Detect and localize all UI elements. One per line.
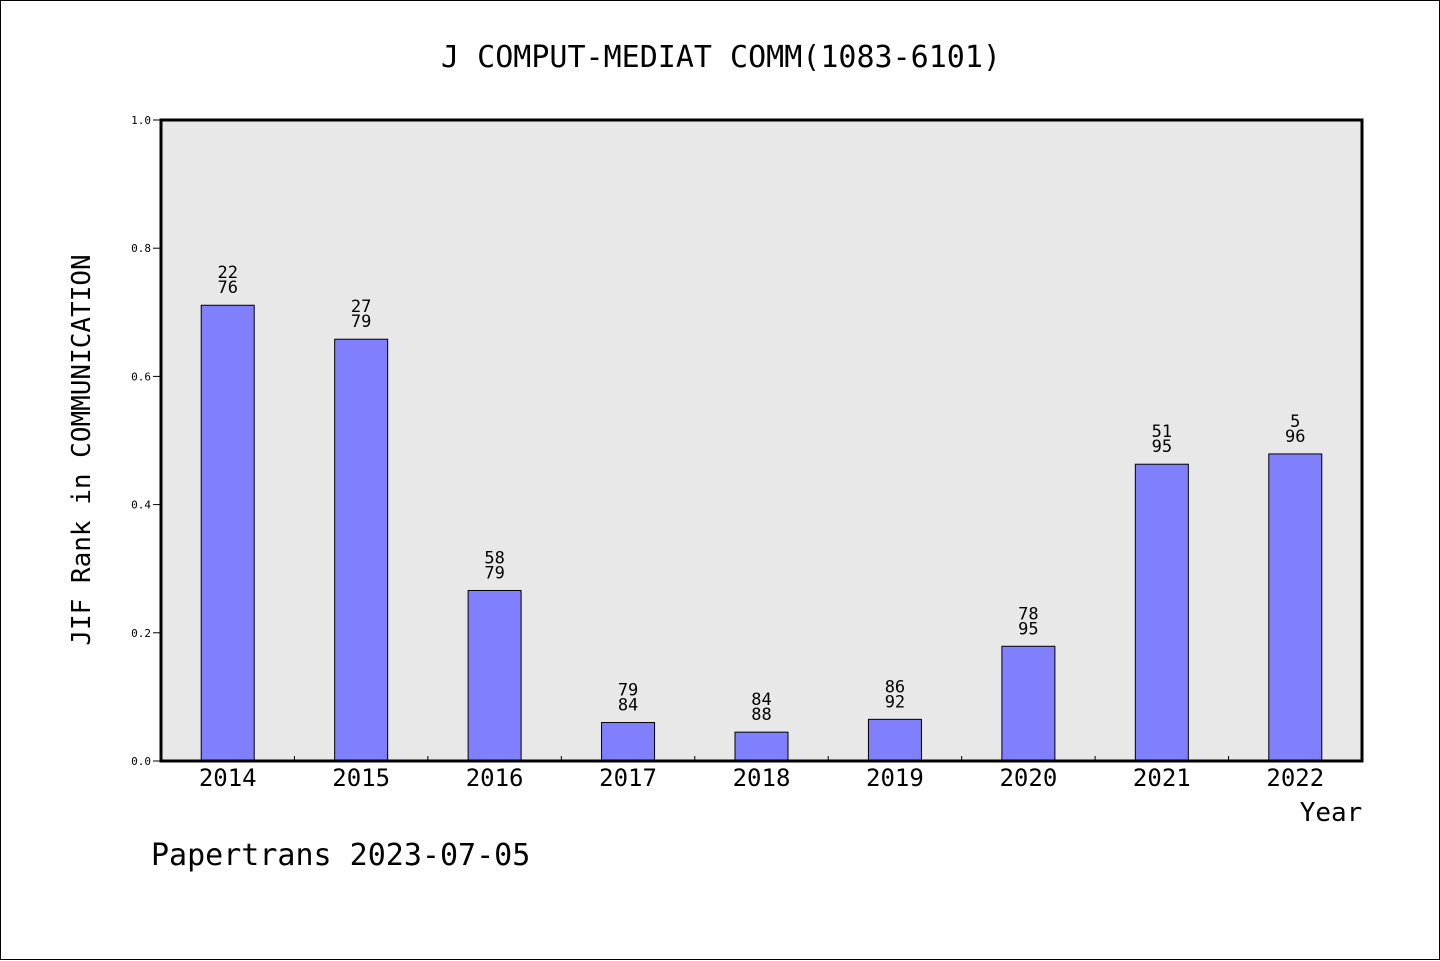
bar-label-2021-total: 95 xyxy=(1152,437,1172,457)
x-tick-label-2019: 2019 xyxy=(866,764,924,792)
bar-label-2020-rank: 78 xyxy=(1018,604,1038,624)
bar-label-2019-total: 92 xyxy=(885,692,905,712)
y-axis-label: JIF Rank in COMMUNICATION xyxy=(67,254,97,645)
bar-2021 xyxy=(1134,463,1189,762)
x-tick-label-2016: 2016 xyxy=(466,764,524,792)
chart-title: J COMPUT-MEDIAT COMM(1083-6101) xyxy=(441,40,1001,75)
bar-2022 xyxy=(1268,453,1323,762)
bar-label-2019-rank: 86 xyxy=(885,677,905,697)
y-tick-label-0.2: 0.2 xyxy=(131,627,151,640)
bar-label-2016-rank: 58 xyxy=(484,548,504,568)
bar-label-2017-total: 84 xyxy=(618,696,638,716)
bar-label-2014-rank: 22 xyxy=(217,263,237,283)
bar-2018 xyxy=(734,731,789,762)
bar-label-2022-rank: 5 xyxy=(1290,412,1300,432)
bar-2015 xyxy=(334,338,389,762)
y-tick-label-0.0: 0.0 xyxy=(131,755,151,768)
footer-text: Papertrans 2023-07-05 xyxy=(151,838,530,873)
bar-label-2017-rank: 79 xyxy=(618,681,638,701)
y-tick-label-0.8: 0.8 xyxy=(131,242,151,255)
x-tick-label-2022: 2022 xyxy=(1266,764,1324,792)
bar-2017 xyxy=(601,722,656,762)
x-tick-label-2015: 2015 xyxy=(332,764,390,792)
bar-label-2018-total: 88 xyxy=(751,705,771,725)
x-axis-label: Year xyxy=(1300,798,1363,828)
bar-label-2015-total: 79 xyxy=(351,312,371,332)
bar-label-2020-total: 95 xyxy=(1018,619,1038,639)
x-tick-label-2021: 2021 xyxy=(1133,764,1191,792)
x-tick-label-2018: 2018 xyxy=(733,764,791,792)
bar-label-2022-total: 96 xyxy=(1285,427,1305,447)
plot-border xyxy=(159,118,1364,763)
y-axis: 0.0 0.2 0.4 0.6 0.8 1.0 xyxy=(131,114,161,768)
y-tick-label-1.0: 1.0 xyxy=(131,114,151,127)
bar-label-2021-rank: 51 xyxy=(1152,422,1172,442)
bar-2019 xyxy=(867,718,922,762)
bars-group xyxy=(200,304,1323,762)
x-tick-label-2017: 2017 xyxy=(599,764,657,792)
y-tick-label-0.4: 0.4 xyxy=(131,499,151,512)
x-tick-label-2014: 2014 xyxy=(199,764,257,792)
bar-label-2018-rank: 84 xyxy=(751,690,771,710)
bar-2020 xyxy=(1001,645,1056,762)
y-tick-label-0.6: 0.6 xyxy=(131,370,151,383)
bar-label-2015-rank: 27 xyxy=(351,297,371,317)
bar-label-2016-total: 79 xyxy=(484,563,504,583)
bar-2014 xyxy=(200,304,255,762)
bar-label-2014-total: 76 xyxy=(217,278,237,298)
x-axis: 2014 2015 2016 2017 2018 2019 2020 2021 2022 xyxy=(199,756,1324,792)
x-tick-label-2020: 2020 xyxy=(999,764,1057,792)
bar-2016 xyxy=(467,589,522,762)
